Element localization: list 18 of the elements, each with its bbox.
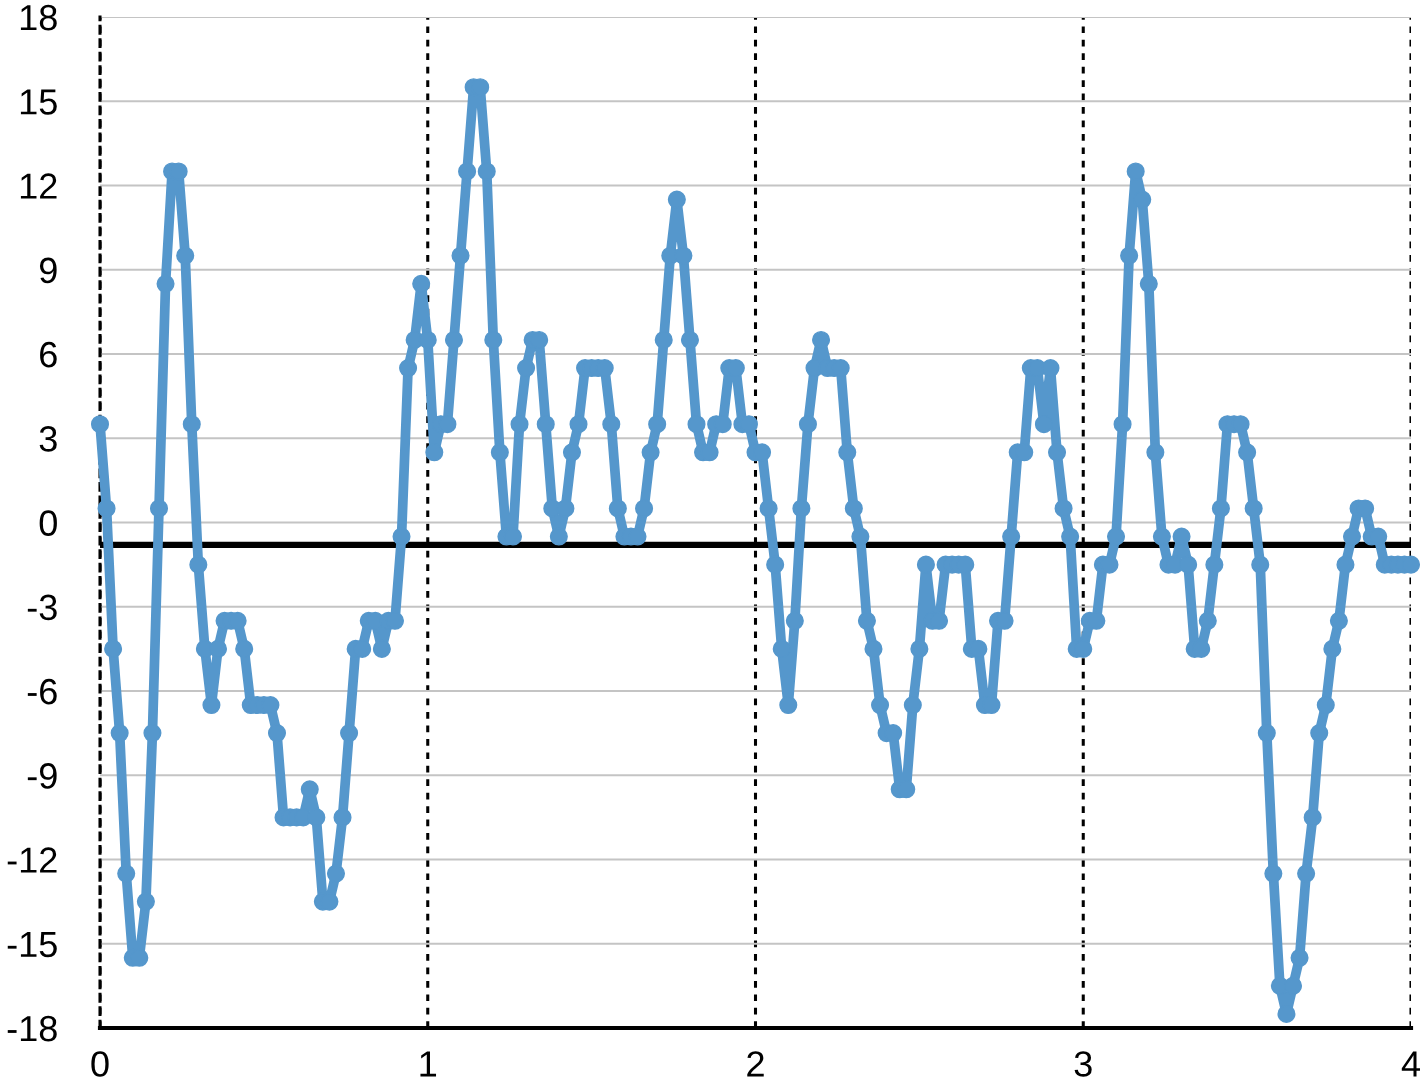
y-tick-label: -3 bbox=[27, 594, 57, 621]
x-tick-label: 1 bbox=[420, 1051, 437, 1077]
y-tick-label: -12 bbox=[7, 847, 57, 873]
y-tick-label: 6 bbox=[40, 341, 57, 368]
y-tick-label: 15 bbox=[20, 89, 57, 115]
y-tick-label: -15 bbox=[7, 931, 57, 958]
y-tick-label: 0 bbox=[39, 510, 57, 536]
x-tick-label: 0 bbox=[91, 1051, 109, 1077]
y-tick-label: -9 bbox=[27, 763, 57, 789]
y-tick-label: -18 bbox=[7, 1015, 57, 1042]
x-tick-label: 4 bbox=[1401, 1051, 1420, 1077]
y-tick-label: 9 bbox=[39, 257, 57, 284]
y-tick-label: 3 bbox=[39, 426, 57, 452]
y-tick-label: -6 bbox=[27, 678, 57, 705]
x-tick-label: 2 bbox=[747, 1051, 764, 1077]
y-tick-label: 18 bbox=[20, 4, 57, 31]
y-tick-label: 12 bbox=[20, 173, 57, 199]
x-tick-label: 3 bbox=[1074, 1051, 1092, 1077]
